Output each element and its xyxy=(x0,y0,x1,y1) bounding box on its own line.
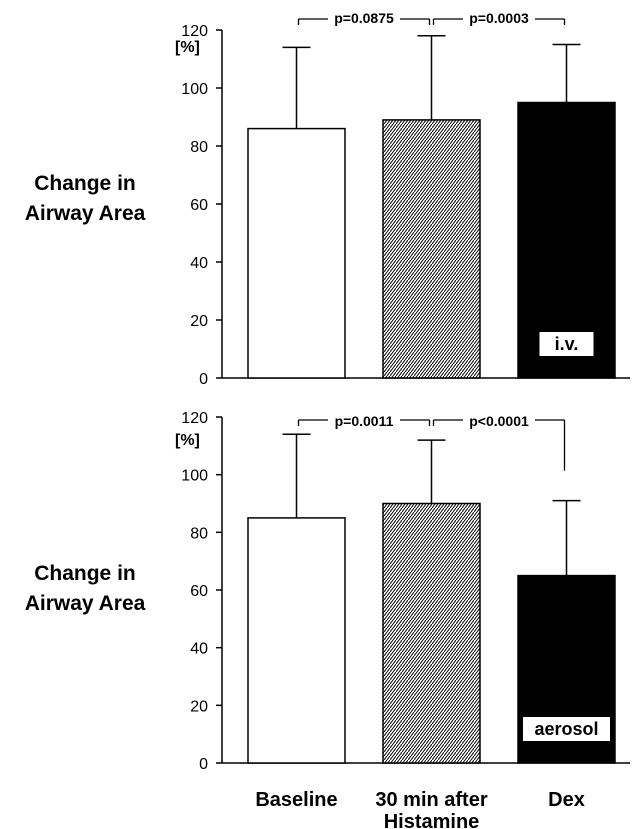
y-unit-label: [%] xyxy=(175,432,200,449)
p-value-label: p=0.0011 xyxy=(335,413,394,429)
y-tick-label: 40 xyxy=(190,641,208,658)
x-category-label: 30 min after xyxy=(375,789,487,811)
y-unit-label: [%] xyxy=(175,39,200,56)
bar-baseline xyxy=(247,517,346,764)
y-tick-label: 20 xyxy=(190,313,208,330)
y-tick-label: 80 xyxy=(190,139,208,156)
p-value-label: p=0.0003 xyxy=(469,10,529,26)
x-category-label: Baseline xyxy=(255,789,337,811)
y-axis-title-line2: Airway Area xyxy=(25,592,146,615)
bar-annotation: i.v. xyxy=(555,334,579,354)
y-tick-label: 80 xyxy=(190,525,208,542)
p-value-label: p<0.0001 xyxy=(469,413,529,429)
y-tick-label: 20 xyxy=(190,698,208,715)
bar-annotation-box xyxy=(523,717,610,741)
y-tick-label: 100 xyxy=(181,468,208,485)
bar-histamine xyxy=(382,119,481,379)
y-tick-label: 60 xyxy=(190,197,208,214)
y-tick-label: 0 xyxy=(199,756,208,773)
y-tick-label: 120 xyxy=(181,23,208,40)
y-tick-label: 40 xyxy=(190,255,208,272)
y-axis-title-line1: Change in xyxy=(34,562,136,585)
comparison-bracket xyxy=(297,18,431,25)
x-category-label: Dex xyxy=(548,789,585,811)
x-category-label-line2: Histamine xyxy=(384,811,480,829)
bar-annotation: aerosol xyxy=(534,719,598,739)
comparison-bracket xyxy=(432,18,566,25)
comparison-bracket xyxy=(432,419,566,471)
bar-annotation-box xyxy=(539,332,594,356)
p-value-label: p=0.0875 xyxy=(334,10,394,26)
y-axis-title-line2: Airway Area xyxy=(25,202,146,225)
y-tick-label: 60 xyxy=(190,583,208,600)
comparison-bracket xyxy=(297,419,431,426)
y-tick-label: 0 xyxy=(199,371,208,388)
y-tick-label: 120 xyxy=(181,410,208,427)
y-tick-label: 100 xyxy=(181,81,208,98)
bar-baseline xyxy=(247,127,346,379)
bar-histamine xyxy=(382,502,481,764)
y-axis-title-line1: Change in xyxy=(34,172,136,195)
